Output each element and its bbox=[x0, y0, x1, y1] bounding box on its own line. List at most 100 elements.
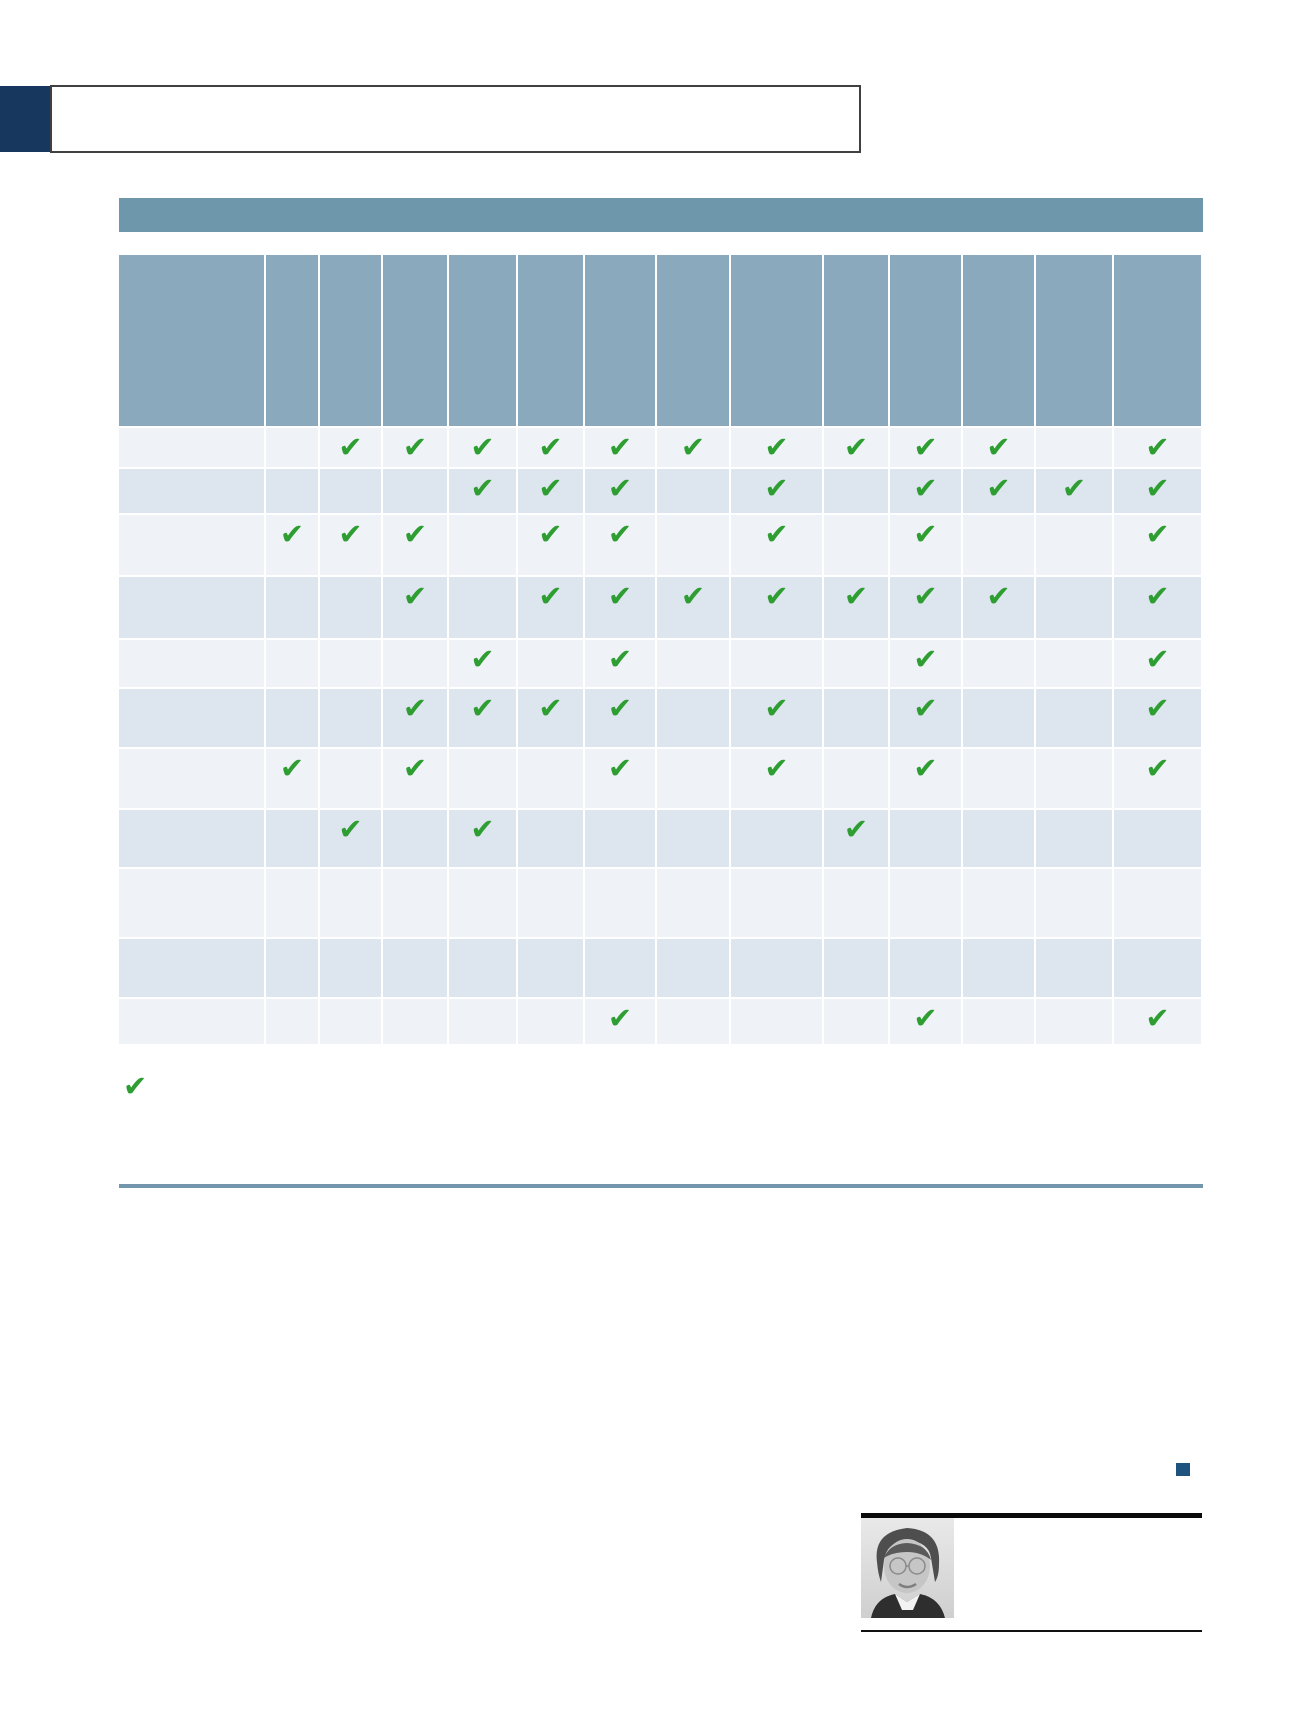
feature-cell bbox=[824, 869, 888, 937]
checkmark-icon: ✔ bbox=[764, 751, 789, 785]
checkmark-icon: ✔ bbox=[338, 430, 363, 464]
checkmark-icon: ✔ bbox=[913, 517, 938, 551]
row-label-header-cell bbox=[119, 255, 264, 426]
column-header-cell bbox=[266, 255, 318, 426]
feature-cell bbox=[518, 749, 583, 808]
feature-cell: ✔ bbox=[383, 689, 447, 747]
feature-cell bbox=[266, 640, 318, 687]
feature-cell bbox=[890, 810, 961, 867]
feature-cell: ✔ bbox=[383, 428, 447, 467]
row-label-cell bbox=[119, 469, 264, 513]
feature-cell: ✔ bbox=[731, 469, 822, 513]
table-row: ✔ ✔ ✔ ✔ bbox=[119, 640, 1203, 687]
checkmark-icon: ✔ bbox=[470, 430, 495, 464]
row-label-cell bbox=[119, 640, 264, 687]
feature-cell bbox=[824, 749, 888, 808]
feature-cell: ✔ bbox=[890, 469, 961, 513]
feature-cell bbox=[824, 640, 888, 687]
table-row bbox=[119, 939, 1203, 997]
feature-cell: ✔ bbox=[824, 577, 888, 638]
feature-cell bbox=[890, 939, 961, 997]
feature-cell: ✔ bbox=[1114, 515, 1201, 575]
feature-cell: ✔ bbox=[518, 515, 583, 575]
feature-cell bbox=[585, 939, 655, 997]
feature-cell: ✔ bbox=[266, 515, 318, 575]
feature-cell: ✔ bbox=[1114, 577, 1201, 638]
feature-cell: ✔ bbox=[890, 999, 961, 1044]
feature-cell: ✔ bbox=[518, 689, 583, 747]
feature-cell: ✔ bbox=[1114, 469, 1201, 513]
feature-cell: ✔ bbox=[266, 749, 318, 808]
checkmark-icon: ✔ bbox=[338, 812, 363, 846]
checkmark-icon: ✔ bbox=[986, 579, 1011, 613]
feature-cell: ✔ bbox=[963, 428, 1034, 467]
feature-cell bbox=[657, 469, 729, 513]
feature-cell bbox=[266, 428, 318, 467]
feature-cell: ✔ bbox=[731, 577, 822, 638]
feature-cell bbox=[320, 640, 381, 687]
feature-cell: ✔ bbox=[890, 689, 961, 747]
feature-cell bbox=[731, 869, 822, 937]
checkmark-icon: ✔ bbox=[913, 751, 938, 785]
column-header-cell bbox=[320, 255, 381, 426]
feature-cell: ✔ bbox=[731, 515, 822, 575]
feature-cell bbox=[383, 469, 447, 513]
checkmark-icon: ✔ bbox=[279, 517, 305, 551]
row-label-cell bbox=[119, 810, 264, 867]
feature-cell bbox=[963, 810, 1034, 867]
page-title-box bbox=[50, 85, 861, 153]
feature-cell: ✔ bbox=[585, 469, 655, 513]
table-row: ✔ ✔ ✔ ✔ ✔ ✔ ✔ bbox=[119, 689, 1203, 747]
feature-cell: ✔ bbox=[449, 810, 516, 867]
feature-cell: ✔ bbox=[383, 577, 447, 638]
feature-cell bbox=[1114, 939, 1201, 997]
checkmark-icon: ✔ bbox=[402, 751, 428, 785]
feature-cell bbox=[824, 469, 888, 513]
feature-cell bbox=[518, 939, 583, 997]
end-of-article-marker-icon bbox=[1176, 1463, 1190, 1476]
feature-cell: ✔ bbox=[1114, 428, 1201, 467]
feature-cell: ✔ bbox=[657, 577, 729, 638]
feature-cell bbox=[266, 999, 318, 1044]
feature-cell bbox=[383, 939, 447, 997]
checkmark-icon: ✔ bbox=[538, 517, 563, 551]
checkmark-icon: ✔ bbox=[986, 430, 1011, 464]
feature-cell: ✔ bbox=[585, 640, 655, 687]
row-label-cell bbox=[119, 999, 264, 1044]
feature-cell bbox=[1036, 749, 1112, 808]
feature-cell bbox=[383, 869, 447, 937]
checkmark-icon: ✔ bbox=[607, 430, 633, 464]
feature-cell bbox=[1036, 869, 1112, 937]
table-row: ✔ ✔ ✔ ✔ ✔ ✔ ✔ ✔ ✔ ✔ ✔ bbox=[119, 428, 1203, 467]
checkmark-icon: ✔ bbox=[607, 642, 633, 676]
feature-cell bbox=[657, 749, 729, 808]
author-photo-top-rule bbox=[861, 1513, 1202, 1518]
feature-cell bbox=[518, 869, 583, 937]
feature-cell: ✔ bbox=[731, 689, 822, 747]
checkmark-icon: ✔ bbox=[913, 579, 938, 613]
feature-cell: ✔ bbox=[383, 749, 447, 808]
column-header-cell bbox=[585, 255, 655, 426]
feature-cell bbox=[824, 689, 888, 747]
feature-cell bbox=[1036, 810, 1112, 867]
checkmark-icon: ✔ bbox=[402, 691, 428, 725]
checkmark-icon: ✔ bbox=[402, 517, 428, 551]
feature-cell: ✔ bbox=[320, 428, 381, 467]
checkmark-icon: ✔ bbox=[1145, 579, 1170, 613]
feature-cell: ✔ bbox=[731, 428, 822, 467]
checkmark-icon: ✔ bbox=[607, 579, 633, 613]
feature-cell bbox=[383, 810, 447, 867]
row-label-cell bbox=[119, 689, 264, 747]
checkmark-icon: ✔ bbox=[470, 471, 495, 505]
feature-cell bbox=[266, 810, 318, 867]
feature-cell bbox=[963, 640, 1034, 687]
feature-cell bbox=[963, 869, 1034, 937]
feature-cell: ✔ bbox=[518, 469, 583, 513]
checkmark-icon: ✔ bbox=[1145, 642, 1170, 676]
feature-cell: ✔ bbox=[890, 749, 961, 808]
feature-cell bbox=[1036, 577, 1112, 638]
feature-cell: ✔ bbox=[890, 515, 961, 575]
feature-cell bbox=[824, 515, 888, 575]
checkmark-icon: ✔ bbox=[538, 471, 563, 505]
checkmark-icon: ✔ bbox=[1145, 471, 1170, 505]
